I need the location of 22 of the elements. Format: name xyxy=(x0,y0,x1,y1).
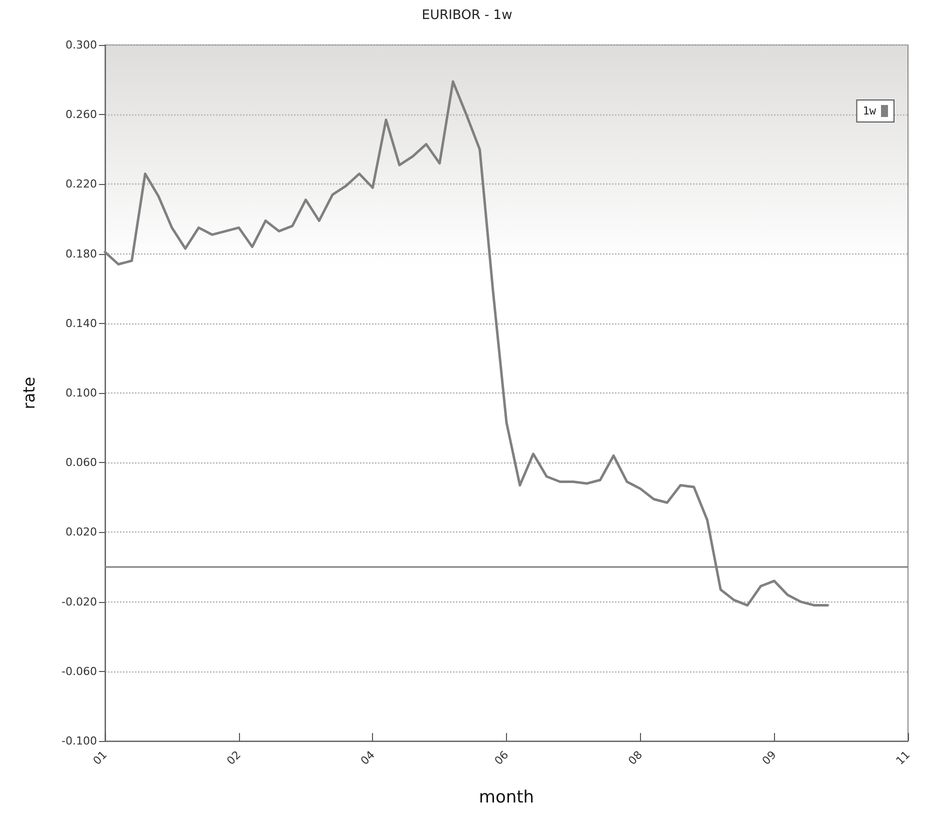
y-tick-label: 0.140 xyxy=(66,316,97,330)
x-tick-label: 06 xyxy=(492,748,512,768)
chart-title: EURIBOR - 1w xyxy=(422,8,513,23)
y-tick-label: -0.060 xyxy=(62,664,97,678)
y-tick-label: 0.260 xyxy=(66,108,97,122)
legend-label: 1w xyxy=(862,104,876,118)
x-tick-label: 01 xyxy=(90,748,110,768)
x-tick-label: 11 xyxy=(894,748,913,768)
y-tick-label: 0.020 xyxy=(66,526,97,539)
y-tick-label: 0.180 xyxy=(66,247,97,260)
x-tick-label: 09 xyxy=(760,748,779,768)
x-tick-label: 04 xyxy=(358,748,378,768)
y-tick-label: 0.220 xyxy=(66,178,97,191)
x-axis-title: month xyxy=(478,788,534,808)
x-tick-label: 02 xyxy=(224,748,244,768)
y-tick-label: 0.060 xyxy=(66,456,97,470)
y-tick-label: 0.300 xyxy=(66,38,97,52)
y-tick-label: -0.100 xyxy=(62,734,97,748)
y-axis-title: rate xyxy=(20,376,38,410)
x-tick-label: 08 xyxy=(626,748,645,768)
y-tick-label: 0.100 xyxy=(66,386,97,400)
y-tick-label: -0.020 xyxy=(62,595,97,608)
